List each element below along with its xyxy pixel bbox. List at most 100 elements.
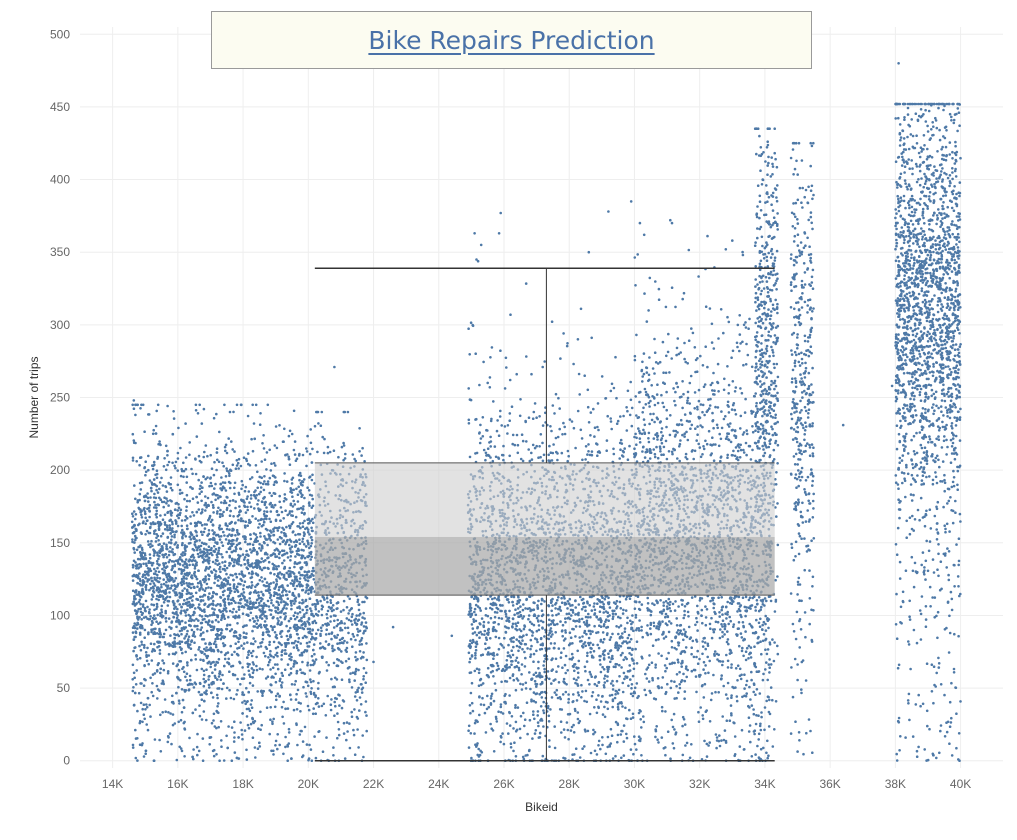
data-point — [250, 476, 254, 479]
data-point — [140, 618, 143, 621]
data-point — [193, 635, 197, 638]
data-point — [135, 669, 138, 672]
data-point — [325, 736, 328, 739]
data-point — [160, 583, 163, 586]
data-point — [272, 594, 276, 597]
data-point — [308, 533, 311, 536]
data-point — [195, 534, 199, 537]
data-point — [628, 664, 631, 667]
data-point — [175, 546, 179, 549]
data-point — [268, 643, 271, 646]
data-point — [207, 675, 211, 678]
data-point — [184, 602, 188, 606]
data-point — [164, 444, 168, 448]
data-point — [172, 553, 175, 557]
data-point — [286, 538, 289, 542]
data-point — [268, 732, 272, 736]
data-point — [250, 667, 254, 670]
data-point — [140, 403, 143, 407]
data-point — [283, 649, 287, 652]
data-point — [139, 579, 142, 583]
data-point — [309, 428, 313, 431]
data-point — [552, 443, 555, 446]
data-point — [156, 503, 160, 506]
data-point — [262, 560, 265, 563]
data-point — [305, 695, 308, 698]
data-point — [185, 592, 189, 596]
data-point — [610, 734, 614, 737]
data-point — [499, 740, 502, 744]
data-point — [245, 497, 249, 501]
data-point — [228, 586, 232, 590]
data-point — [244, 702, 247, 706]
data-point — [284, 735, 287, 739]
data-point — [522, 627, 526, 631]
data-point — [543, 600, 546, 603]
data-point — [588, 595, 592, 599]
data-point — [198, 487, 202, 491]
data-point — [182, 531, 186, 534]
data-point — [160, 614, 163, 617]
data-point — [199, 484, 202, 488]
data-point — [246, 641, 249, 644]
data-point — [261, 668, 264, 671]
data-point — [152, 464, 155, 468]
data-point — [244, 599, 247, 602]
data-point — [293, 575, 297, 578]
data-point — [254, 756, 257, 759]
data-point — [214, 592, 218, 596]
data-point — [176, 642, 180, 645]
data-point — [193, 681, 197, 684]
data-point — [490, 694, 493, 698]
data-point — [248, 521, 252, 525]
data-point — [611, 654, 614, 658]
data-point — [165, 545, 168, 548]
data-point — [362, 632, 365, 635]
data-point — [268, 583, 271, 586]
data-point — [264, 604, 268, 607]
data-point — [148, 509, 151, 512]
data-point — [306, 579, 310, 583]
data-point — [199, 632, 203, 636]
data-point — [355, 622, 359, 626]
data-point — [309, 748, 313, 751]
data-point — [304, 622, 307, 626]
data-point — [227, 576, 230, 579]
data-point — [225, 527, 229, 531]
data-point — [284, 542, 287, 546]
data-point — [295, 487, 298, 491]
data-point — [278, 596, 282, 599]
data-point — [173, 464, 176, 468]
data-point — [303, 576, 306, 580]
data-point — [297, 636, 301, 640]
data-point — [156, 613, 159, 617]
data-point — [309, 663, 313, 667]
data-point — [249, 497, 253, 500]
data-point — [287, 434, 291, 438]
data-point — [254, 517, 257, 520]
data-point — [549, 642, 553, 645]
data-point — [176, 607, 179, 611]
data-point — [309, 692, 313, 696]
data-point — [251, 649, 255, 653]
data-point — [180, 491, 184, 495]
data-point — [171, 611, 175, 615]
data-point — [238, 616, 241, 619]
data-point — [277, 564, 280, 568]
data-point — [182, 706, 186, 709]
data-point — [160, 585, 163, 589]
data-point — [285, 590, 288, 593]
data-point — [166, 526, 169, 529]
data-point — [180, 640, 184, 644]
data-point — [152, 603, 156, 607]
data-point — [489, 697, 493, 700]
data-point — [312, 707, 316, 710]
data-point — [299, 642, 303, 645]
data-point — [598, 610, 602, 613]
data-point — [230, 440, 233, 443]
data-point — [172, 702, 175, 705]
data-point — [145, 572, 149, 576]
data-point — [315, 410, 319, 414]
data-point — [144, 749, 148, 753]
data-point — [198, 548, 202, 551]
